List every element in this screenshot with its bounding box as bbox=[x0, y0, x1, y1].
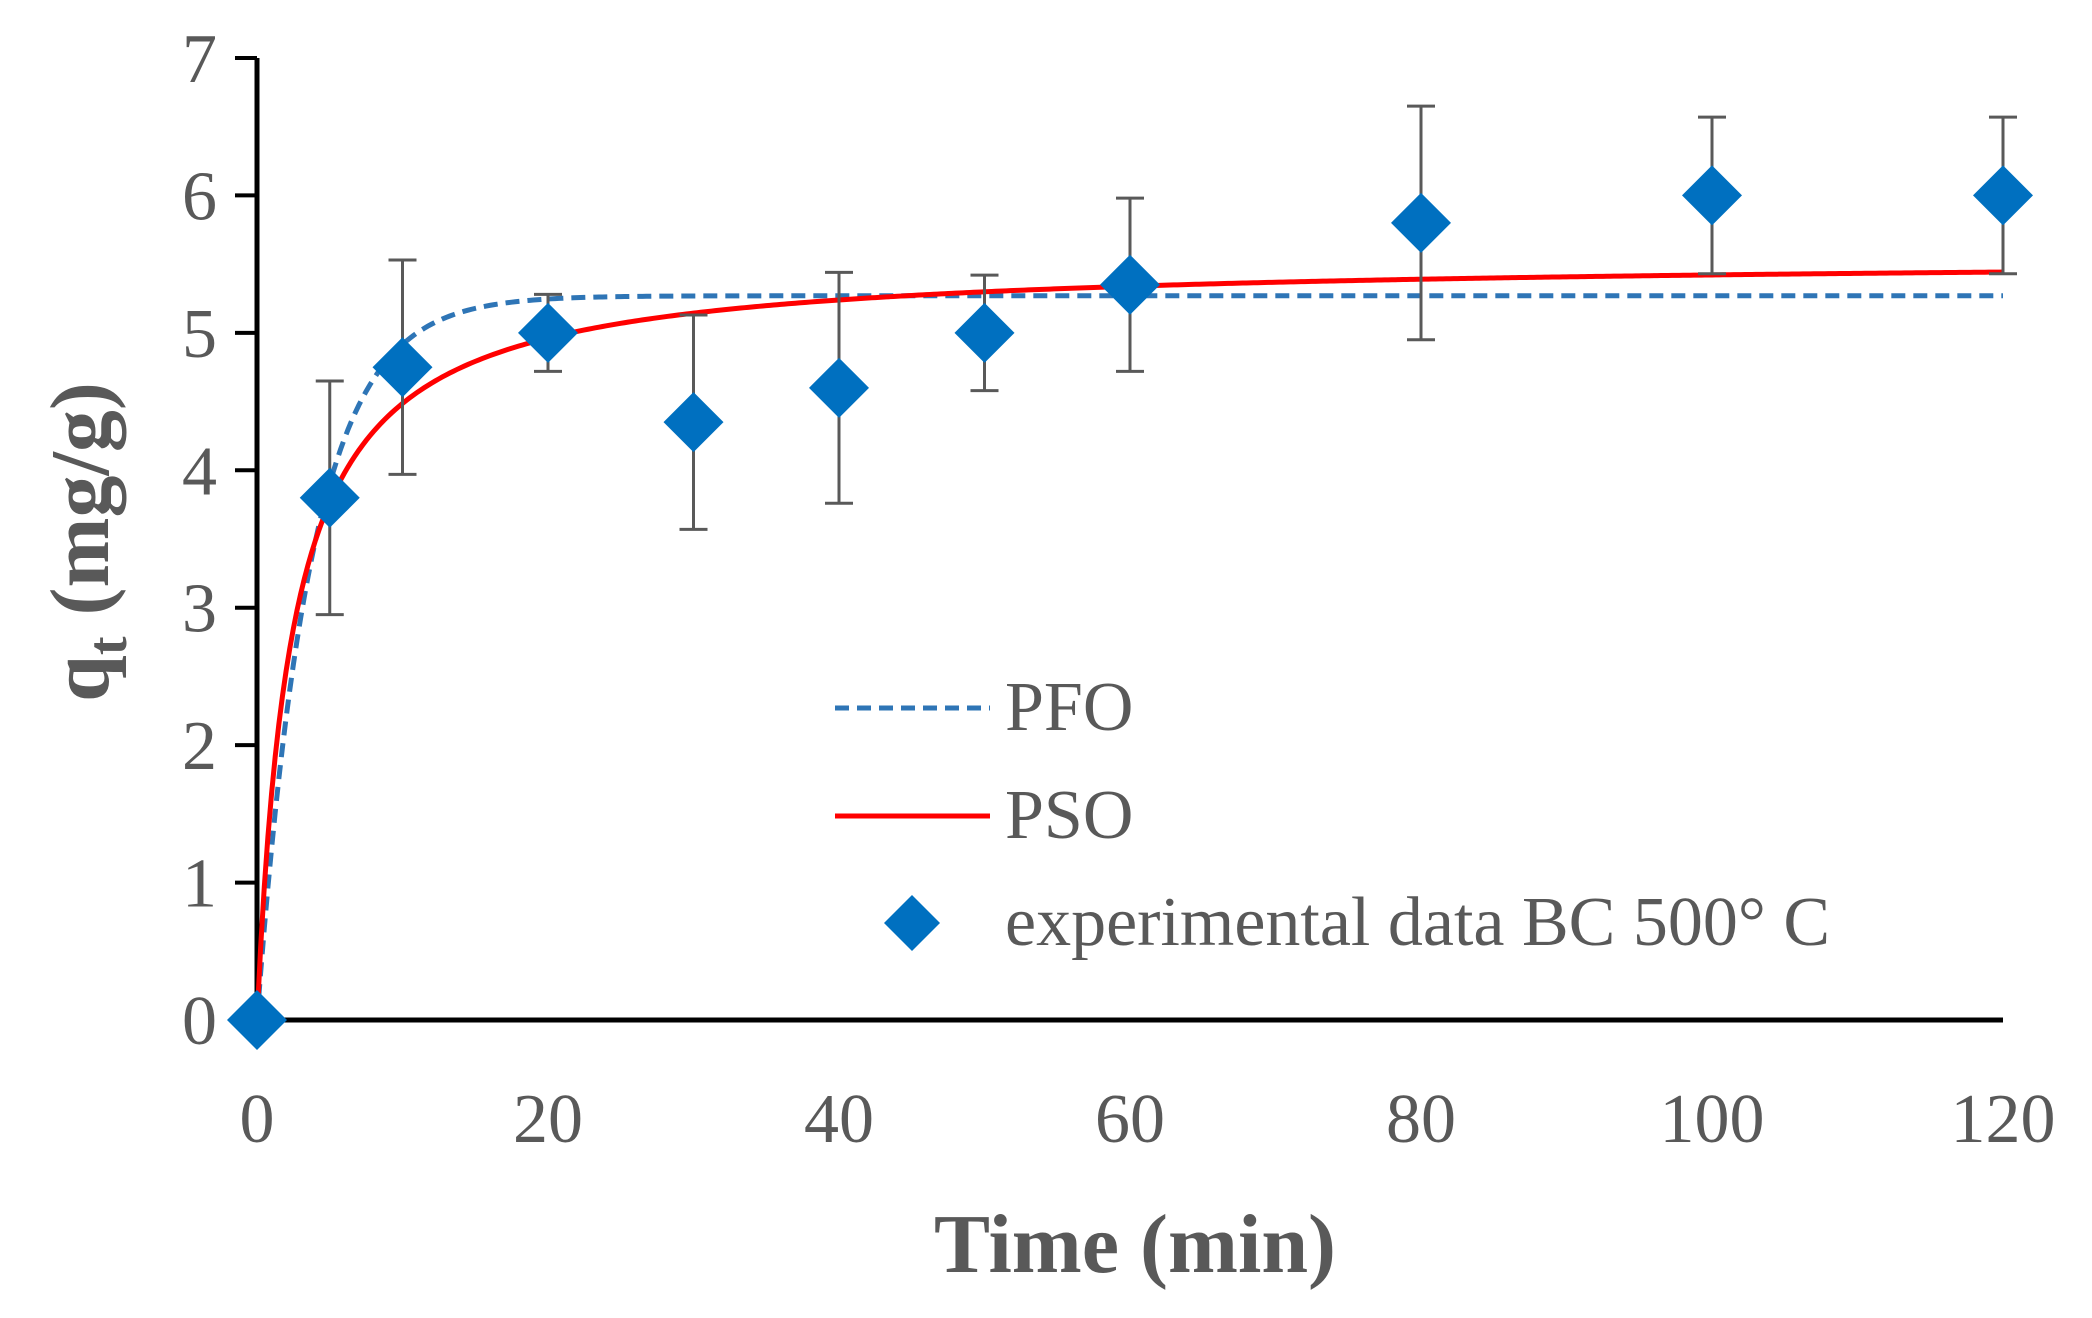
x-tick-label: 40 bbox=[804, 1081, 874, 1158]
x-axis-title: Time (min) bbox=[934, 1198, 1336, 1291]
data-point-0 bbox=[227, 990, 287, 1050]
y-tick-label: 3 bbox=[182, 571, 217, 648]
data-point-2 bbox=[372, 337, 433, 398]
legend-swatch-experimental bbox=[884, 895, 940, 951]
data-point-6 bbox=[954, 302, 1015, 363]
x-tick-label: 100 bbox=[1660, 1081, 1765, 1158]
y-tick-label: 5 bbox=[182, 296, 217, 373]
data-point-9 bbox=[1682, 165, 1742, 226]
x-tick-label: 120 bbox=[1951, 1081, 2056, 1158]
y-tick-label: 4 bbox=[182, 433, 217, 510]
y-axis-title: qt (mg/g) bbox=[34, 382, 139, 702]
legend: PFO PSO experimental data BC 500° C bbox=[835, 669, 1830, 961]
data-point-1 bbox=[299, 467, 360, 528]
x-tick-label: 20 bbox=[513, 1081, 583, 1158]
x-tick-label: 0 bbox=[240, 1081, 275, 1158]
y-tick-label: 1 bbox=[182, 846, 217, 923]
x-tick-label: 60 bbox=[1095, 1081, 1165, 1158]
data-point-4 bbox=[663, 392, 724, 453]
data-point-7 bbox=[1100, 254, 1160, 315]
legend-label-1: PSO bbox=[1005, 777, 1133, 854]
x-tick-label: 80 bbox=[1386, 1081, 1456, 1158]
axes-group: 0 1 2 3 4 5 6 7 0 20 40 60 80 100 120 bbox=[182, 21, 2056, 1158]
data-point-8 bbox=[1391, 192, 1451, 253]
legend-label-2: experimental data BC 500° C bbox=[1005, 884, 1830, 961]
y-tick-label: 0 bbox=[182, 983, 217, 1060]
y-tick-label: 7 bbox=[182, 21, 217, 98]
data-point-3 bbox=[518, 302, 578, 363]
error-bars-group bbox=[315, 104, 2017, 617]
y-axis-title-main: q bbox=[34, 655, 127, 702]
y-tick-label: 2 bbox=[182, 708, 217, 785]
data-point-10 bbox=[1973, 165, 2033, 226]
y-axis-title-unit: (mg/g) bbox=[34, 382, 127, 636]
legend-label-0: PFO bbox=[1005, 669, 1133, 746]
y-tick-label: 6 bbox=[182, 158, 217, 235]
data-point-5 bbox=[809, 357, 869, 418]
y-axis-title-subscript: t bbox=[77, 636, 139, 655]
data-points-group bbox=[227, 165, 2033, 1050]
